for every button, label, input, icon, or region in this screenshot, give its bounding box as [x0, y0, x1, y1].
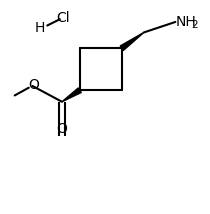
Polygon shape — [62, 88, 81, 102]
Text: O: O — [56, 122, 67, 137]
Polygon shape — [120, 33, 144, 51]
Text: O: O — [28, 78, 39, 92]
Text: 2: 2 — [191, 20, 198, 30]
Text: NH: NH — [175, 15, 196, 29]
Text: H: H — [35, 21, 45, 35]
Text: Cl: Cl — [56, 11, 70, 25]
